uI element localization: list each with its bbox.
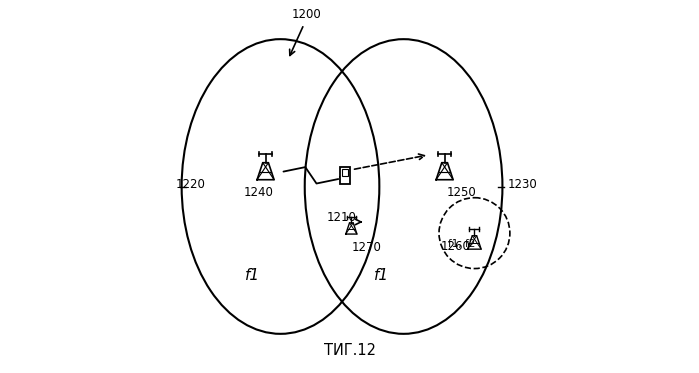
Text: f1, f2: f1, f2 [448,239,475,249]
Bar [342,169,348,176]
Text: ΤИГ.12: ΤИГ.12 [324,343,375,358]
Text: 1230: 1230 [508,178,538,191]
Text: 1270: 1270 [352,241,381,254]
Text: 1240: 1240 [243,186,273,198]
Text: f1: f1 [374,268,389,283]
Text: 1250: 1250 [447,186,476,198]
Text: 1260: 1260 [441,240,470,253]
Text: 1210: 1210 [327,211,357,224]
Text: f1: f1 [245,268,260,283]
Text: 1220: 1220 [176,178,206,191]
Text: 1200: 1200 [291,8,322,21]
Bar [340,167,350,184]
